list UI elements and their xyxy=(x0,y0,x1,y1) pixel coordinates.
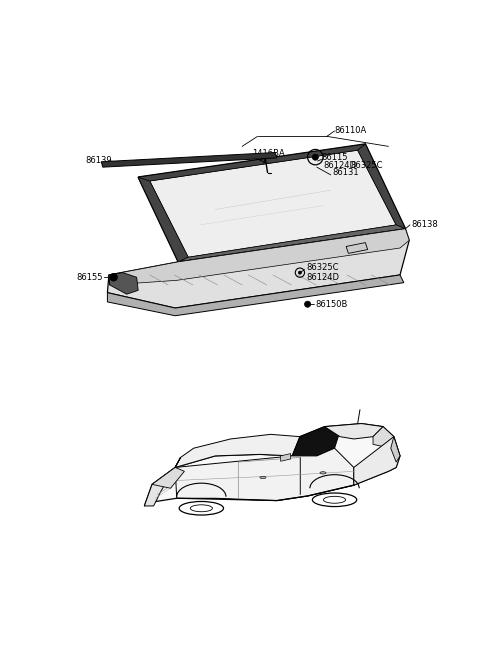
Text: 86124D: 86124D xyxy=(306,272,339,282)
Circle shape xyxy=(312,154,318,160)
Circle shape xyxy=(110,273,118,281)
Polygon shape xyxy=(354,437,400,485)
Polygon shape xyxy=(150,150,396,257)
Polygon shape xyxy=(391,437,400,462)
Text: 86138: 86138 xyxy=(411,220,438,229)
Polygon shape xyxy=(144,457,180,506)
Ellipse shape xyxy=(320,472,326,474)
Polygon shape xyxy=(101,153,277,167)
Polygon shape xyxy=(373,426,394,448)
Polygon shape xyxy=(346,242,368,253)
Ellipse shape xyxy=(312,493,357,506)
Polygon shape xyxy=(138,144,406,262)
Text: 1416BA: 1416BA xyxy=(252,149,285,158)
Polygon shape xyxy=(138,177,188,262)
Polygon shape xyxy=(108,229,409,308)
Text: 86115: 86115 xyxy=(322,153,348,162)
Text: 86110A: 86110A xyxy=(335,126,367,136)
Polygon shape xyxy=(138,144,365,181)
Text: 86139: 86139 xyxy=(86,157,112,166)
Text: 86124D: 86124D xyxy=(323,161,356,170)
Polygon shape xyxy=(108,275,404,316)
Ellipse shape xyxy=(190,505,213,512)
Text: 86325C: 86325C xyxy=(350,161,383,170)
Polygon shape xyxy=(175,434,300,468)
Polygon shape xyxy=(152,468,184,488)
Circle shape xyxy=(304,301,311,307)
Polygon shape xyxy=(109,272,138,294)
Ellipse shape xyxy=(324,496,346,503)
Circle shape xyxy=(299,271,301,274)
Polygon shape xyxy=(324,424,383,439)
Text: 86131: 86131 xyxy=(332,168,359,177)
Text: 86155: 86155 xyxy=(77,272,103,282)
Polygon shape xyxy=(358,144,406,229)
Ellipse shape xyxy=(179,502,224,515)
Polygon shape xyxy=(175,448,354,500)
Polygon shape xyxy=(109,229,409,285)
Text: 86325C: 86325C xyxy=(306,263,338,272)
Ellipse shape xyxy=(260,476,266,479)
Polygon shape xyxy=(144,424,400,506)
Polygon shape xyxy=(281,454,291,461)
Polygon shape xyxy=(178,225,406,262)
Text: 86150B: 86150B xyxy=(315,300,348,309)
Polygon shape xyxy=(292,426,340,456)
